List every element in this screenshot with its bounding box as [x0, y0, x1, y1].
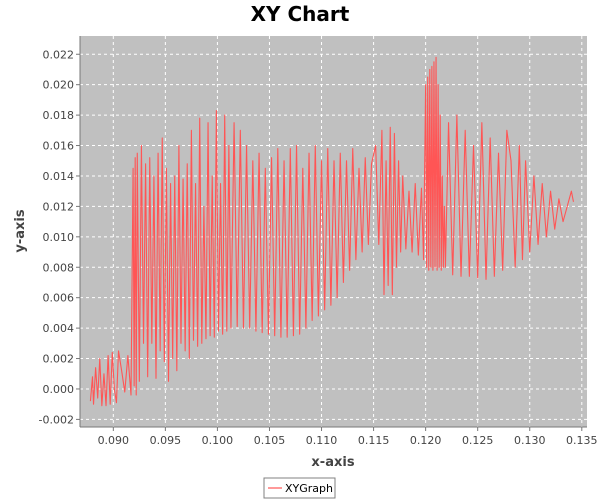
legend-label-xygraph: XYGraph	[285, 482, 333, 495]
x-tick-label: 0.120	[410, 434, 442, 447]
chart-title: XY Chart	[251, 2, 350, 26]
y-tick-label: 0.000	[43, 383, 75, 396]
x-tick-label: 0.110	[306, 434, 338, 447]
x-tick-label: 0.130	[514, 434, 546, 447]
y-tick-label: -0.002	[39, 413, 74, 426]
y-tick-label: 0.016	[43, 140, 75, 153]
legend: XYGraph	[263, 477, 336, 499]
y-tick-label: 0.004	[43, 322, 75, 335]
x-tick-label: 0.100	[202, 434, 234, 447]
x-tick-label: 0.095	[150, 434, 182, 447]
y-axis-label: y-axis	[13, 209, 28, 252]
x-tick-label: 0.105	[254, 434, 286, 447]
y-tick-label: 0.002	[43, 353, 75, 366]
x-axis-label: x-axis	[311, 455, 354, 470]
series-line-xygraph	[89, 56, 575, 407]
y-tick-label: 0.014	[43, 170, 75, 183]
x-tick-label: 0.115	[358, 434, 390, 447]
y-tick-label: 0.018	[43, 109, 75, 122]
y-tick-label: 0.010	[43, 231, 75, 244]
x-axis-ticks: 0.090 0.095 0.100 0.105 0.110 0.115 0.120 0.125…	[98, 427, 598, 447]
y-axis-ticks: -0.002 0.000 0.002 0.004 0.006 0.008 0.010 0.01…	[39, 48, 80, 426]
x-tick-label: 0.135	[566, 434, 598, 447]
y-tick-label: 0.006	[43, 292, 75, 305]
y-tick-label: 0.012	[43, 200, 75, 213]
x-tick-label: 0.090	[98, 434, 130, 447]
legend-box	[263, 477, 336, 499]
y-tick-label: 0.020	[43, 79, 75, 92]
x-tick-label: 0.125	[462, 434, 494, 447]
series-layer	[89, 56, 575, 407]
y-tick-label: 0.008	[43, 261, 75, 274]
y-tick-label: 0.022	[43, 48, 75, 61]
